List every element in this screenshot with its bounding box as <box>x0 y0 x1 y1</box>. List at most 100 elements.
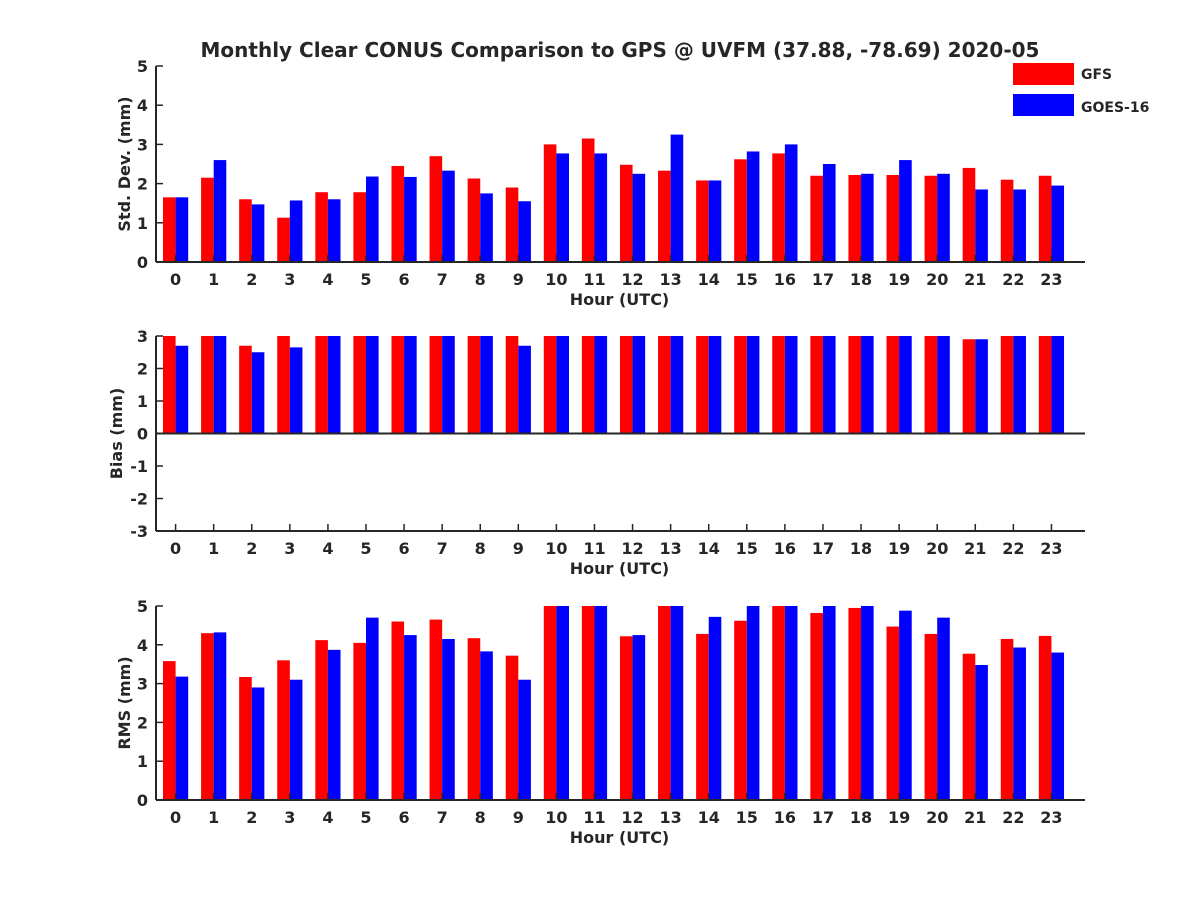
bar-goes-16-hour-21 <box>975 339 988 434</box>
x-tick-label: 0 <box>170 808 181 827</box>
y-tick-label: 2 <box>137 713 148 732</box>
bar-gfs-hour-12 <box>619 336 633 434</box>
bar-gfs-hour-21 <box>962 339 976 434</box>
x-tick-label: 13 <box>660 539 682 558</box>
x-tick-label: 23 <box>1040 539 1062 558</box>
bar-gfs-hour-15 <box>734 336 747 434</box>
y-tick-label: 0 <box>137 425 148 444</box>
bar-goes-16-hour-19 <box>899 336 912 434</box>
legend-label-gfs: GFS <box>1081 67 1112 83</box>
x-tick-label: 20 <box>926 270 948 289</box>
bar-goes-16-hour-0 <box>175 676 189 800</box>
bar-goes-16-hour-13 <box>670 134 684 262</box>
bar-goes-16-hour-6 <box>404 336 417 434</box>
bar-gfs-hour-22 <box>1000 179 1014 262</box>
x-tick-label: 17 <box>812 808 834 827</box>
x-tick-label: 2 <box>246 808 257 827</box>
bar-goes-16-hour-20 <box>937 336 950 434</box>
x-tick-label: 6 <box>399 270 410 289</box>
bar-goes-16-hour-10 <box>556 153 569 262</box>
bar-gfs-hour-18 <box>848 607 862 800</box>
x-tick-label: 22 <box>1002 808 1024 827</box>
x-tick-label: 6 <box>399 539 410 558</box>
y-tick-label: 5 <box>137 57 148 76</box>
bar-gfs-hour-13 <box>658 170 671 262</box>
bar-gfs-hour-14 <box>696 180 709 262</box>
x-tick-label: 5 <box>360 270 371 289</box>
x-tick-label: 15 <box>736 270 758 289</box>
bar-goes-16-hour-23 <box>1051 185 1065 262</box>
x-tick-label: 12 <box>621 539 643 558</box>
y-tick-label: 1 <box>137 214 148 233</box>
x-tick-label: 2 <box>246 539 257 558</box>
x-tick-label: 3 <box>284 539 295 558</box>
bar-goes-16-hour-15 <box>746 151 760 262</box>
bar-goes-16-hour-7 <box>442 170 455 262</box>
bar-goes-16-hour-7 <box>442 638 455 800</box>
bar-gfs-hour-8 <box>467 336 481 434</box>
x-tick-label: 10 <box>545 270 567 289</box>
bar-gfs-hour-22 <box>1000 336 1014 434</box>
bar-gfs-hour-7 <box>429 156 443 262</box>
x-tick-label: 18 <box>850 270 872 289</box>
bar-gfs-hour-14 <box>696 633 709 800</box>
bar-goes-16-hour-2 <box>251 687 265 800</box>
x-tick-label: 4 <box>322 539 333 558</box>
x-tick-label: 0 <box>170 539 181 558</box>
bar-goes-16-hour-0 <box>175 197 189 262</box>
bar-goes-16-hour-4 <box>327 199 341 262</box>
x-tick-label: 8 <box>475 808 486 827</box>
bar-gfs-hour-15 <box>734 159 747 262</box>
x-tick-label: 3 <box>284 270 295 289</box>
bar-gfs-hour-17 <box>810 175 823 262</box>
bar-gfs-hour-21 <box>962 653 976 800</box>
y-tick-label: 0 <box>137 791 148 810</box>
bar-goes-16-hour-16 <box>784 144 798 262</box>
bar-goes-16-hour-17 <box>822 336 836 434</box>
bar-goes-16-hour-5 <box>366 617 379 800</box>
bar-gfs-hour-4 <box>315 192 328 262</box>
bar-gfs-hour-5 <box>353 336 366 434</box>
y-tick-label: -3 <box>130 522 148 541</box>
x-tick-label: 22 <box>1002 270 1024 289</box>
bar-gfs-hour-10 <box>543 336 557 434</box>
x-tick-label: 17 <box>812 539 834 558</box>
bar-gfs-hour-7 <box>429 336 443 434</box>
bar-goes-16-hour-4 <box>327 336 341 434</box>
x-tick-label: 1 <box>208 808 219 827</box>
x-tick-label: 11 <box>583 539 605 558</box>
bar-gfs-hour-1 <box>201 336 214 434</box>
bar-goes-16-hour-21 <box>975 664 988 800</box>
x-tick-label: 7 <box>437 539 448 558</box>
bar-goes-16-hour-14 <box>708 616 722 800</box>
bar-gfs-hour-0 <box>163 661 176 800</box>
bar-goes-16-hour-12 <box>632 336 646 434</box>
bar-gfs-hour-8 <box>467 638 481 800</box>
x-tick-label: 18 <box>850 808 872 827</box>
y-axis-label: RMS (mm) <box>115 656 134 749</box>
bar-gfs-hour-15 <box>734 620 747 800</box>
figure-title: Monthly Clear CONUS Comparison to GPS @ … <box>201 38 1040 62</box>
bar-gfs-hour-16 <box>772 336 785 434</box>
bar-goes-16-hour-6 <box>404 176 417 262</box>
bar-gfs-hour-13 <box>658 606 671 800</box>
x-axis-label: Hour (UTC) <box>570 290 670 309</box>
bar-gfs-hour-4 <box>315 640 328 800</box>
bar-gfs-hour-19 <box>886 174 900 262</box>
bar-goes-16-hour-20 <box>937 617 950 800</box>
bar-gfs-hour-20 <box>924 175 938 262</box>
x-tick-label: 16 <box>774 270 796 289</box>
bar-gfs-hour-23 <box>1038 175 1052 262</box>
bar-goes-16-hour-4 <box>327 649 341 800</box>
bar-goes-16-hour-17 <box>822 606 836 800</box>
x-tick-label: 9 <box>513 539 524 558</box>
bar-gfs-hour-3 <box>277 336 290 434</box>
x-tick-label: 3 <box>284 808 295 827</box>
x-tick-label: 11 <box>583 808 605 827</box>
bar-goes-16-hour-12 <box>632 635 646 800</box>
bar-gfs-hour-23 <box>1038 336 1052 434</box>
bar-gfs-hour-17 <box>810 612 823 800</box>
x-tick-label: 14 <box>698 270 720 289</box>
bar-goes-16-hour-5 <box>366 336 379 434</box>
